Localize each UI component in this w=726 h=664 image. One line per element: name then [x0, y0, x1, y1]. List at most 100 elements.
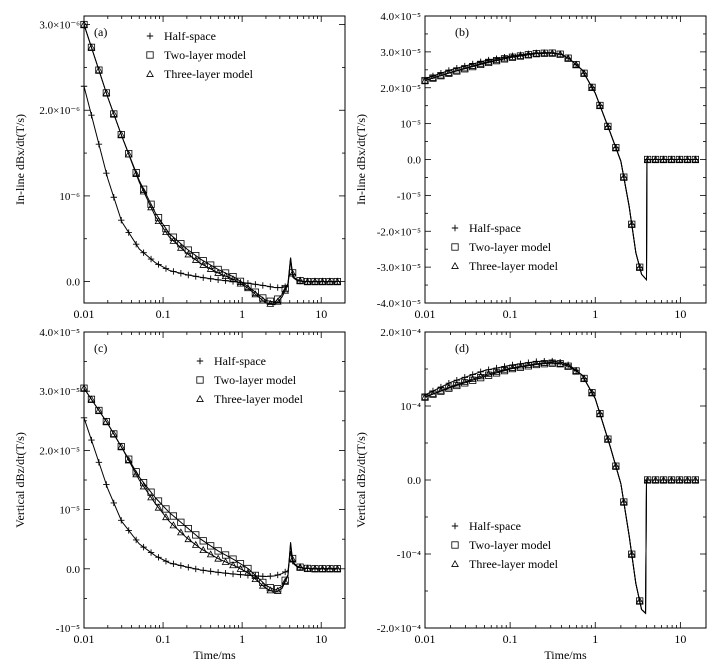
- data-point: [619, 498, 628, 506]
- data-point: [184, 246, 192, 254]
- data-point: [132, 536, 140, 544]
- data-point: [572, 60, 580, 68]
- data-point: [532, 359, 541, 367]
- data-point: [258, 581, 267, 589]
- data-point: [200, 567, 207, 574]
- data-point: [556, 359, 565, 367]
- data-point: [80, 20, 88, 28]
- data-point: [516, 362, 525, 370]
- data-point: [659, 155, 668, 163]
- data-point: [117, 130, 126, 138]
- data-point: [288, 269, 297, 277]
- x-tick-label: 10: [315, 307, 327, 321]
- legend-label: Half-space: [164, 29, 216, 43]
- data-point: [588, 388, 596, 396]
- data-point: [199, 546, 208, 554]
- legend-triangle-marker: [451, 261, 459, 269]
- series-1: [421, 49, 699, 281]
- x-axis-label: Time/ms: [544, 648, 587, 662]
- data-point: [296, 563, 304, 571]
- legend-label: Half-space: [214, 354, 266, 368]
- data-point: [635, 597, 644, 604]
- x-tick-label: 0.1: [503, 632, 518, 646]
- y-axis-label: Vertical dBz/dt(T/s): [13, 432, 27, 528]
- data-point: [110, 499, 118, 507]
- data-point: [124, 150, 133, 158]
- data-point: [683, 155, 692, 163]
- data-point: [437, 386, 445, 394]
- x-tick-label: 0.01: [415, 307, 436, 321]
- data-point: [177, 270, 185, 277]
- data-point: [103, 481, 110, 488]
- y-tick-label: 3.0×10⁻⁵: [39, 386, 80, 398]
- data-point: [244, 568, 252, 576]
- x-tick-label: 1: [239, 632, 245, 646]
- data-point: [103, 169, 110, 177]
- x-tick-label: 1: [592, 307, 598, 321]
- data-point: [468, 375, 477, 382]
- y-tick-label: 3.0×10⁻⁵: [380, 47, 421, 59]
- data-point: [177, 240, 185, 248]
- series-3: [421, 49, 700, 281]
- legend-square-marker: [451, 243, 459, 251]
- data-point: [611, 143, 620, 151]
- data-point: [333, 564, 342, 572]
- data-point: [147, 549, 155, 556]
- legend-square-marker: [196, 376, 204, 384]
- data-point: [95, 66, 103, 74]
- x-tick-label: 10: [315, 632, 327, 646]
- y-axis-label: Vertical dBz/dt(T/s): [354, 432, 368, 528]
- data-point: [296, 276, 304, 284]
- x-tick-label: 0.1: [156, 632, 171, 646]
- data-point: [207, 275, 214, 282]
- data-point: [140, 249, 147, 256]
- y-tick-label: 3.0×10⁻⁶: [39, 20, 80, 32]
- data-point: [651, 475, 660, 483]
- data-point: [460, 64, 469, 72]
- data-point: [604, 435, 612, 443]
- data-point: [452, 66, 461, 74]
- data-point: [492, 367, 501, 375]
- series-1: [421, 357, 699, 615]
- data-point: [236, 564, 245, 572]
- data-point: [468, 61, 477, 69]
- y-tick-label: 10⁻⁴: [400, 401, 421, 413]
- data-point: [192, 531, 200, 539]
- data-point: [229, 273, 237, 281]
- series-3: [80, 20, 342, 307]
- data-point: [643, 475, 652, 483]
- data-point: [244, 284, 252, 292]
- data-point: [281, 286, 290, 294]
- data-point: [214, 569, 222, 576]
- data-point: [444, 383, 453, 391]
- data-point: [184, 250, 193, 258]
- y-axis-label: In-line dBx/dt(T/s): [13, 114, 27, 205]
- data-point: [444, 68, 453, 76]
- data-point: [102, 88, 111, 96]
- series-line: [424, 52, 696, 281]
- data-point: [251, 575, 260, 583]
- series-line: [83, 387, 338, 594]
- data-point: [267, 573, 274, 580]
- data-point: [185, 271, 192, 279]
- data-point: [333, 277, 342, 285]
- legend-plus-marker: [196, 357, 204, 365]
- legend-label: Two-layer model: [469, 538, 552, 552]
- y-tick-label: 4.0×10⁻⁵: [380, 11, 421, 23]
- data-point: [303, 564, 312, 572]
- y-tick-label: 2.0×10⁻⁴: [380, 327, 421, 339]
- data-point: [192, 273, 199, 280]
- data-point: [154, 503, 163, 511]
- legend-plus-marker: [451, 522, 459, 530]
- data-point: [635, 263, 644, 271]
- legend-square-marker: [451, 541, 459, 549]
- data-point: [80, 384, 88, 392]
- chart-panel-1: 0.01 0.1 1 10 0.0 10⁻⁶ 2.0×10⁻⁶ 3.0×10⁻⁶ In-line…: [13, 15, 346, 321]
- y-tick-label: 10⁻⁶: [59, 191, 80, 203]
- data-point: [421, 393, 429, 401]
- data-point: [580, 374, 588, 382]
- data-point: [318, 564, 327, 572]
- legend: Half-space Two-layer model Three-layer mod…: [451, 221, 559, 273]
- data-point: [162, 513, 170, 521]
- y-tick-label: 0.0: [66, 277, 80, 289]
